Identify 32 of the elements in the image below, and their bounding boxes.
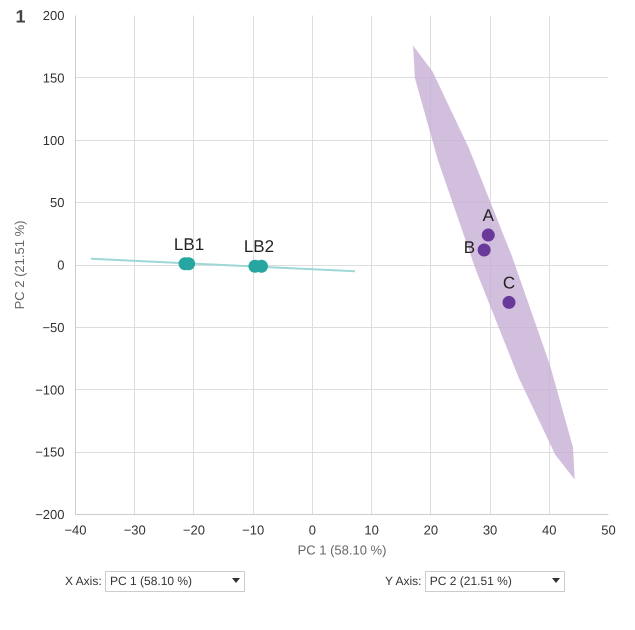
x-axis-title: PC 1 (58.10 %) bbox=[298, 542, 386, 558]
y-tick-label: −200 bbox=[35, 507, 65, 522]
y-tick-label: 200 bbox=[42, 8, 65, 23]
y-tick-label: 150 bbox=[42, 70, 65, 86]
x-tick-label: 10 bbox=[364, 522, 379, 538]
text: X Axis: PC 1 (58.10 %) bbox=[65, 573, 194, 590]
x-tick-label: −10 bbox=[242, 522, 264, 538]
y-tick-label: 100 bbox=[42, 132, 65, 148]
y-tick-label: −150 bbox=[35, 444, 65, 460]
point bbox=[478, 244, 491, 257]
y-tick-label: 50 bbox=[50, 195, 65, 210]
y-tick-label: 0 bbox=[57, 258, 65, 272]
series-label: C bbox=[502, 273, 516, 292]
series-label: LB2 bbox=[244, 237, 274, 256]
point bbox=[482, 228, 495, 242]
x-tick-label: −30 bbox=[124, 522, 146, 538]
y-axis-title: PC 2 (21.51 %) bbox=[12, 220, 28, 310]
series-label: LB1 bbox=[174, 234, 204, 254]
x-tick-label: 0 bbox=[308, 522, 316, 538]
x-tick-label: 30 bbox=[482, 522, 498, 538]
y-tick-label: −50 bbox=[42, 320, 65, 335]
text: 1 bbox=[16, 6, 26, 26]
text: Y Axis: PC 2 (21.51 %) bbox=[385, 573, 513, 590]
series-label: B bbox=[464, 238, 476, 258]
x-tick-label: 50 bbox=[601, 522, 616, 538]
x-tick-label: −20 bbox=[182, 522, 205, 538]
y-tick-label: −100 bbox=[35, 382, 65, 398]
x-tick-label: 40 bbox=[542, 522, 557, 538]
series-label: A bbox=[482, 206, 495, 226]
x-tick-label: −40 bbox=[64, 522, 87, 538]
point bbox=[502, 296, 516, 309]
x-tick-label: 20 bbox=[424, 522, 438, 538]
